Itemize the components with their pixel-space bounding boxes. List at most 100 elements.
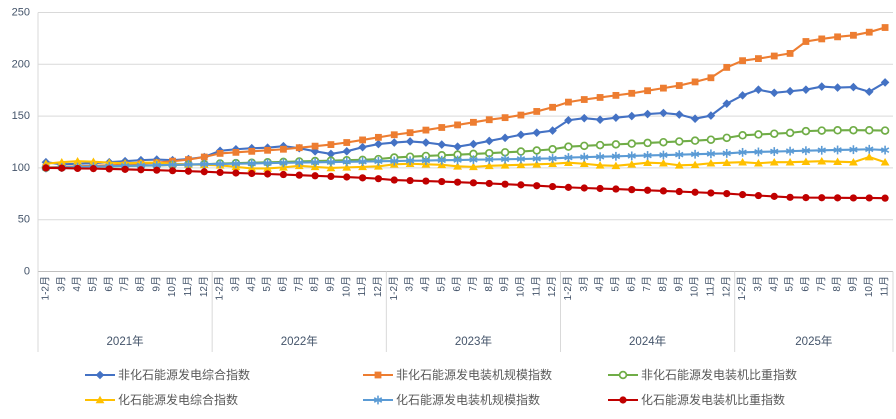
diamond-marker-icon (627, 111, 637, 121)
triangle-marker-icon (73, 156, 82, 165)
y-axis-tick-label: 250 (12, 7, 30, 19)
circle-open-marker-icon (817, 126, 826, 135)
legend-label: 化石能源发电综合指数 (118, 392, 239, 407)
x-axis-month-label: 1-2月 (562, 276, 574, 300)
circle-legend-marker-icon (608, 395, 638, 404)
triangle-marker-icon (643, 158, 652, 167)
asterisk-marker-icon (675, 151, 684, 158)
triangle-marker-icon (326, 163, 336, 172)
triangle-marker-icon (579, 159, 589, 168)
diamond-marker-icon (833, 83, 842, 92)
square-marker-icon (786, 50, 794, 57)
y-axis-tick-label: 50 (18, 214, 30, 226)
diamond-marker-icon (532, 128, 542, 137)
square-marker-icon (200, 153, 208, 161)
x-axis-month-label: 3月 (752, 276, 764, 292)
diamond-marker-icon (389, 138, 399, 147)
triangle-marker-icon (833, 157, 842, 165)
x-axis-month-label: 6月 (103, 276, 115, 292)
triangle-marker-icon (89, 157, 98, 165)
asterisk-marker-icon (595, 153, 605, 160)
circle-open-marker-icon (516, 147, 526, 156)
x-axis-year-label: 2025年 (795, 334, 832, 348)
triangle-marker-icon (611, 161, 621, 170)
asterisk-marker-icon (849, 146, 858, 153)
circle-marker-icon (105, 165, 113, 173)
x-axis-year-label: 2023年 (455, 334, 492, 348)
asterisk-marker-icon (215, 161, 225, 167)
triangle-marker-icon (801, 157, 811, 165)
triangle-marker-icon (754, 159, 763, 167)
x-axis-month-label: 6月 (277, 276, 289, 292)
diamond-marker-icon (579, 113, 589, 123)
diamond-marker-icon (326, 149, 336, 159)
triangle-marker-icon (247, 164, 257, 172)
circle-marker-icon (723, 189, 731, 198)
diamond-marker-icon (817, 82, 827, 91)
diamond-marker-icon (690, 114, 700, 123)
x-axis-month-label: 1-2月 (214, 276, 226, 300)
x-axis-month-label: 6月 (799, 276, 811, 292)
x-axis-month-label: 4月 (768, 276, 780, 292)
triangle-marker-icon (500, 161, 510, 169)
chart-legend: 非化石能源发电综合指数 非化石能源发电装机规模指数 非化石能源发电装机比重指数 化石能… (85, 362, 896, 412)
triangle-legend-marker-icon (85, 395, 115, 403)
square-marker-icon (739, 57, 746, 65)
x-axis-month-label: 3月 (55, 276, 67, 292)
x-axis-month-label: 7月 (119, 276, 131, 292)
x-axis-year-label: 2021年 (107, 334, 144, 348)
circle-marker-icon (89, 165, 98, 173)
triangle-marker-icon (817, 156, 827, 165)
square-marker-icon (723, 64, 731, 71)
square-marker-icon (390, 131, 398, 139)
asterisk-marker-icon (643, 152, 652, 159)
x-axis-month-label: 11月 (530, 276, 542, 296)
circle-marker-icon (707, 189, 715, 197)
circle-marker-icon (184, 167, 193, 175)
x-axis-month-label: 9月 (150, 276, 162, 292)
triangle-marker-icon (453, 162, 462, 170)
square-marker-icon (517, 111, 525, 119)
line-chart: 0 50 100 150 200 250 1-2月 3月 4月 5月 6月 7月 8月 9月 10月 11月 1… (12, 7, 894, 352)
x-axis-month-label: 10月 (689, 276, 701, 297)
legend-item-0: 非化石能源发电综合指数 (85, 369, 363, 381)
x-axis-month-label: 1-2月 (388, 276, 400, 300)
diamond-marker-icon (706, 111, 716, 120)
legend-item-1: 非化石能源发电装机规模指数 (363, 369, 608, 381)
square-marker-icon (280, 145, 287, 153)
x-axis-month-label: 4月 (245, 276, 257, 292)
square-marker-icon (264, 146, 271, 154)
diamond-marker-icon (880, 78, 890, 87)
circle-marker-icon (659, 187, 668, 195)
triangle-marker-icon (738, 158, 747, 166)
circle-open-marker-icon (738, 131, 747, 140)
x-axis-month-label: 4月 (594, 276, 606, 292)
circle-marker-icon (390, 176, 398, 184)
x-axis-month-label: 7月 (293, 276, 305, 292)
asterisk-marker-icon (152, 162, 161, 169)
asterisk-marker-icon (279, 159, 288, 166)
x-axis-month-label: 11月 (356, 276, 368, 296)
circle-open-marker-icon (722, 133, 731, 143)
asterisk-marker-icon (738, 149, 747, 156)
circle-open-marker-icon (674, 137, 684, 146)
asterisk-marker-icon (184, 161, 193, 168)
diamond-marker-icon (785, 86, 795, 96)
triangle-marker-icon (484, 161, 494, 170)
square-marker-icon (185, 156, 192, 164)
x-axis-year-label: 2024年 (629, 334, 666, 348)
circle-marker-icon (438, 177, 446, 186)
x-axis-month-label: 8月 (483, 276, 495, 292)
x-axis-month-label: 3月 (404, 276, 416, 292)
square-marker-icon (359, 136, 366, 144)
circle-open-marker-icon (618, 370, 628, 379)
asterisk-marker-icon (659, 152, 668, 158)
legend-item-3: 化石能源发电综合指数 (85, 394, 363, 406)
triangle-marker-icon (722, 158, 732, 167)
x-axis-month-label: 10月 (340, 276, 352, 297)
circle-marker-icon (675, 187, 683, 196)
square-marker-icon (755, 55, 762, 63)
square-marker-icon (644, 87, 651, 95)
asterisk-marker-icon (421, 157, 431, 164)
circle-open-marker-icon (548, 145, 557, 154)
